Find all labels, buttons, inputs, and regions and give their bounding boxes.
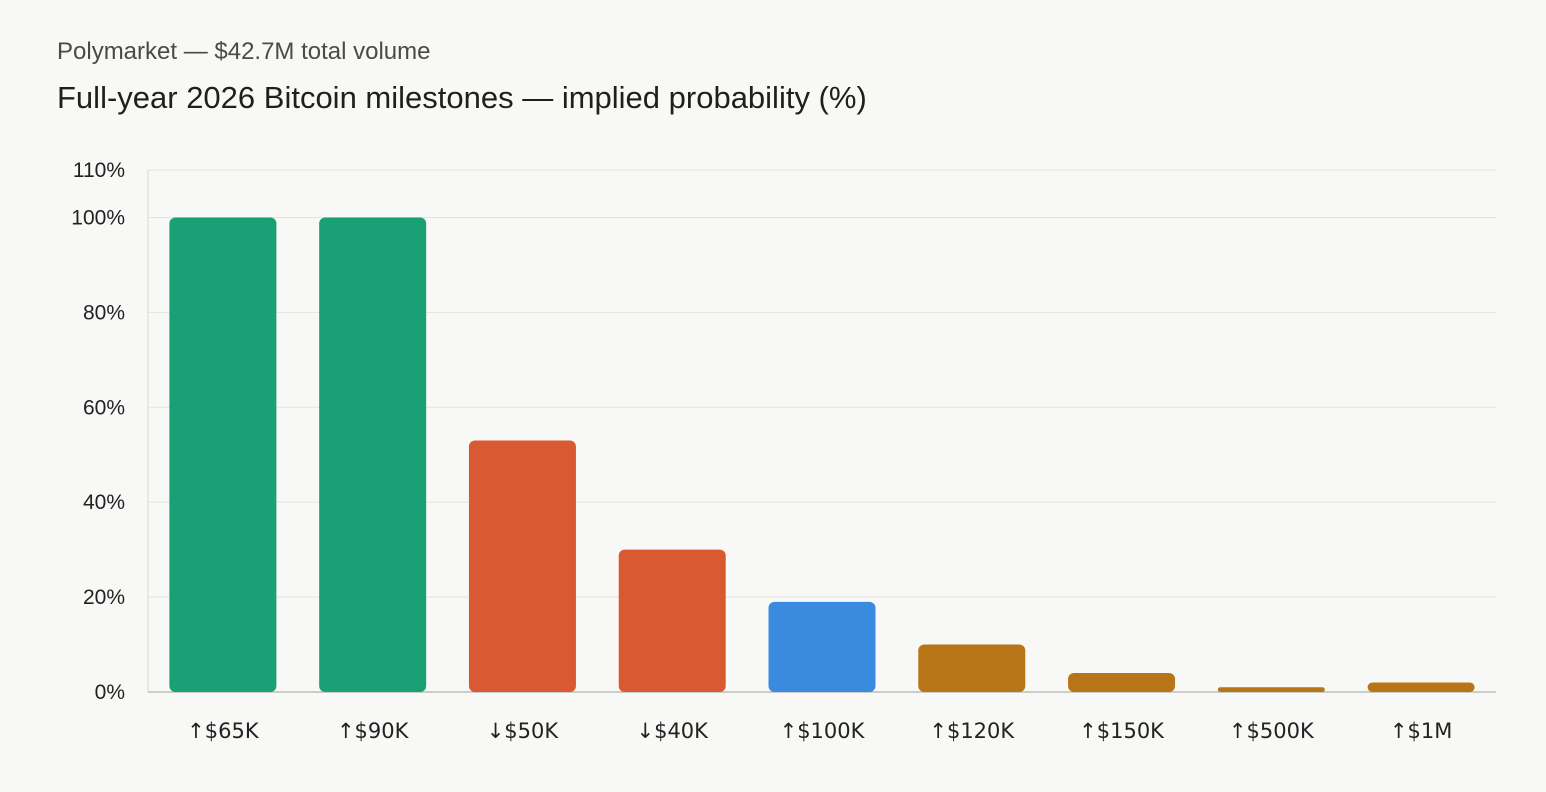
bar[interactable] [618,549,726,692]
y-axis-ticks: 0% 20% 40% 60% 80% 100% 110% [71,159,125,704]
y-tick-label: 20% [83,586,125,609]
x-tick-label: ↑$120K [929,719,1015,743]
y-tick-label: 60% [83,396,125,419]
x-tick-label: ↑$65K [187,719,260,743]
bar[interactable] [468,440,576,692]
y-tick-label: 110% [73,159,125,182]
x-tick-label: ↑$90K [337,719,410,743]
bar[interactable] [1217,687,1325,692]
x-tick-label: ↓$40K [636,719,709,743]
bar[interactable] [768,601,876,692]
bars [169,217,1475,693]
bar[interactable] [169,217,277,693]
bar[interactable] [918,644,1026,692]
y-tick-label: 40% [83,491,125,514]
x-axis-ticks: ↑$65K ↑$90K ↓$50K ↓$40K ↑$100K ↑$120K ↑$150K ↑$… [187,719,1452,743]
bar[interactable] [1367,682,1475,692]
y-tick-label: 0% [95,681,125,704]
x-tick-label: ↑$1M [1390,719,1452,743]
y-tick-label: 100% [71,206,125,229]
bar[interactable] [319,217,427,693]
chart-title: Full-year 2026 Bitcoin milestones — impl… [57,80,867,115]
x-tick-label: ↑$500K [1229,719,1315,743]
bar[interactable] [1068,673,1176,692]
x-tick-label: ↓$50K [487,719,560,743]
chart-subtitle: Polymarket — $42.7M total volume [57,38,431,65]
y-tick-label: 80% [83,301,125,324]
x-tick-label: ↑$100K [780,719,866,743]
x-tick-label: ↑$150K [1079,719,1165,743]
